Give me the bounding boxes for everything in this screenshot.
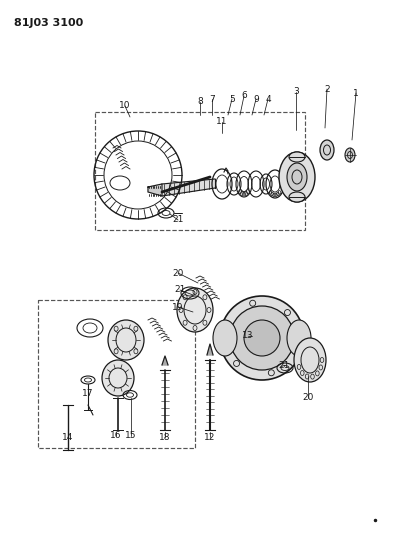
Text: 5: 5 bbox=[229, 94, 235, 103]
Text: 19: 19 bbox=[172, 303, 184, 311]
Text: 21: 21 bbox=[172, 215, 184, 224]
Bar bbox=[95, 112, 305, 230]
Polygon shape bbox=[148, 184, 162, 196]
Text: 21: 21 bbox=[174, 286, 186, 295]
Ellipse shape bbox=[287, 320, 311, 356]
Text: 6: 6 bbox=[241, 92, 247, 101]
Text: 15: 15 bbox=[125, 432, 137, 440]
Ellipse shape bbox=[279, 152, 315, 202]
Text: 3: 3 bbox=[293, 87, 299, 96]
Text: 8: 8 bbox=[197, 98, 203, 107]
Polygon shape bbox=[207, 344, 213, 355]
Ellipse shape bbox=[294, 338, 326, 382]
Text: 21: 21 bbox=[278, 361, 290, 370]
Text: 9: 9 bbox=[253, 94, 259, 103]
Bar bbox=[38, 300, 195, 448]
Text: 13: 13 bbox=[242, 332, 254, 341]
Ellipse shape bbox=[102, 360, 134, 396]
Ellipse shape bbox=[289, 152, 305, 162]
Ellipse shape bbox=[177, 288, 213, 332]
Text: 14: 14 bbox=[62, 432, 74, 441]
Text: 16: 16 bbox=[110, 432, 122, 440]
Text: 4: 4 bbox=[265, 94, 271, 103]
Polygon shape bbox=[162, 356, 168, 365]
Text: 20: 20 bbox=[302, 393, 314, 402]
Ellipse shape bbox=[213, 320, 237, 356]
Text: 17: 17 bbox=[82, 389, 94, 398]
Polygon shape bbox=[162, 179, 215, 196]
Ellipse shape bbox=[345, 148, 355, 162]
Ellipse shape bbox=[320, 140, 334, 160]
Text: 18: 18 bbox=[159, 432, 171, 441]
Text: 12: 12 bbox=[204, 432, 216, 441]
Text: 10: 10 bbox=[119, 101, 131, 110]
Ellipse shape bbox=[287, 163, 307, 191]
Ellipse shape bbox=[108, 320, 144, 360]
Ellipse shape bbox=[289, 192, 305, 202]
Text: 1: 1 bbox=[353, 88, 359, 98]
Text: 7: 7 bbox=[209, 94, 215, 103]
Text: 2: 2 bbox=[324, 85, 330, 93]
Ellipse shape bbox=[220, 296, 304, 380]
Text: 20: 20 bbox=[172, 269, 184, 278]
Ellipse shape bbox=[230, 306, 294, 370]
Text: 11: 11 bbox=[216, 117, 228, 126]
Text: 81J03 3100: 81J03 3100 bbox=[14, 18, 83, 28]
Ellipse shape bbox=[244, 320, 280, 356]
